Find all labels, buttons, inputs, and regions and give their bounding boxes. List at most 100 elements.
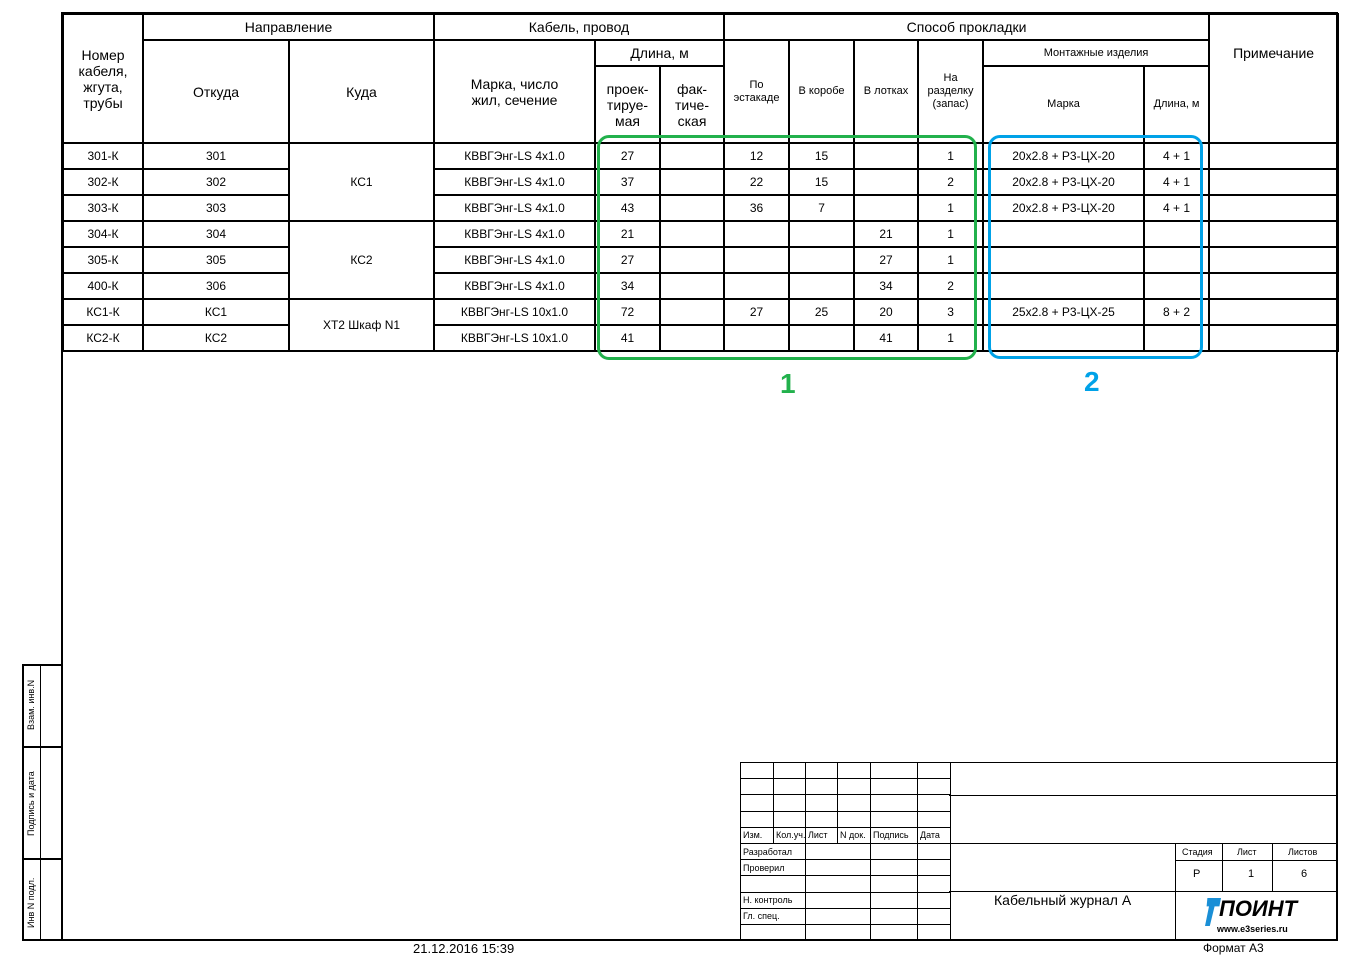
cell-actual	[658, 168, 726, 196]
cell-box: 15	[788, 142, 856, 170]
cell-from: 305	[142, 246, 290, 274]
format-label: Формат А3	[1203, 941, 1264, 955]
cell-m-brand: 20x2.8 + Р3-ЦХ-20	[982, 194, 1146, 222]
tb-sheets: 6	[1301, 868, 1308, 880]
cell-m-len	[1143, 246, 1211, 274]
col-laying: Способ прокладки	[723, 13, 1211, 41]
col-design-length: проек- тируе- мая	[594, 65, 661, 144]
cell-m-brand	[982, 246, 1146, 274]
cell-trays: 41	[853, 324, 920, 352]
table-row: 301-К 301 КС1 КВВГЭнг-LS 4x1.0 27 12 15 1 20x2.8…	[62, 142, 1340, 222]
cell-brand: КВВГЭнг-LS 4x1.0	[433, 220, 596, 248]
highlight-label-2: 2	[1084, 366, 1100, 397]
tb-date: Дата	[917, 826, 951, 844]
tb-stage: Р	[1193, 868, 1201, 880]
drawing-frame	[61, 12, 1338, 941]
cell-trestle: 27	[723, 298, 791, 326]
cell-trays	[853, 142, 920, 170]
cell-brand: КВВГЭнг-LS 10x1.0	[433, 324, 596, 352]
table-row: 304-К 304 КС2 КВВГЭнг-LS 4x1.0 21 21 1	[62, 220, 1340, 300]
cell-from: 301	[142, 142, 290, 170]
cell-box	[788, 246, 856, 274]
table-row: КС2-К КС2 КВВГЭнг-LS 10x1.0 41 41 1	[62, 324, 1340, 352]
cell-actual	[658, 272, 726, 300]
cell-box: 7	[788, 194, 856, 222]
cell-note	[1208, 168, 1340, 196]
tb-list: Лист	[805, 826, 838, 844]
cell-actual	[658, 194, 726, 222]
cell-design: 72	[594, 298, 661, 326]
cell-trestle	[723, 324, 791, 352]
revision-grid: Изм. Кол.уч. Лист N док. Подпись Дата Разрабо…	[740, 761, 951, 942]
side-label-replace: Взам. инв.N	[26, 679, 36, 730]
tb-sheet-header: Лист	[1237, 847, 1257, 857]
cell-m-len	[1143, 272, 1211, 300]
cell-note	[1208, 194, 1340, 222]
cell-to: КС2	[288, 220, 435, 300]
table-row: 305-К 305 КВВГЭнг-LS 4x1.0 27 27 1	[62, 246, 1340, 274]
cell-m-len: 8 + 2	[1143, 298, 1211, 326]
cell-note	[1208, 272, 1340, 300]
tb-sheet: 1	[1248, 868, 1255, 880]
cell-no: 305-К	[62, 246, 144, 274]
cell-from: 304	[142, 220, 290, 248]
cell-trays: 34	[853, 272, 920, 300]
cell-trestle: 36	[723, 194, 791, 222]
tb-sign: Подпись	[870, 826, 918, 844]
cell-trestle	[723, 272, 791, 300]
table-row: 302-К 302 КВВГЭнг-LS 4x1.0 37 22 15 2 20x2.8 + …	[62, 168, 1340, 196]
cell-design: 27	[594, 246, 661, 274]
cell-to: ХТ2 Шкаф N1	[288, 298, 435, 352]
document-title: Кабельный журнал А	[994, 892, 1132, 908]
cell-no: КС2-К	[62, 324, 144, 352]
cell-note	[1208, 324, 1340, 352]
col-from: Откуда	[142, 39, 290, 144]
col-trays: В лотках	[853, 39, 920, 144]
cell-trestle	[723, 220, 791, 248]
cell-design: 41	[594, 324, 661, 352]
cell-cut: 1	[917, 246, 985, 274]
cell-no: 400-К	[62, 272, 144, 300]
cell-m-brand	[982, 272, 1146, 300]
side-strip	[22, 664, 63, 941]
cell-from: КС2	[142, 324, 290, 352]
cell-box: 25	[788, 298, 856, 326]
col-cutting: На разделку (запас)	[917, 39, 985, 144]
cell-brand: КВВГЭнг-LS 4x1.0	[433, 194, 596, 222]
cell-actual	[658, 324, 726, 352]
cell-m-len: 4 + 1	[1143, 168, 1211, 196]
cell-note	[1208, 142, 1340, 170]
side-label-inventory: Инв N подл.	[26, 877, 36, 928]
cell-actual	[658, 220, 726, 248]
cell-design: 37	[594, 168, 661, 196]
cell-box	[788, 324, 856, 352]
tb-sheets-header: Листов	[1288, 847, 1318, 857]
cell-brand: КВВГЭнг-LS 10x1.0	[433, 298, 596, 326]
cell-note	[1208, 246, 1340, 274]
cell-actual	[658, 246, 726, 274]
cell-trestle: 22	[723, 168, 791, 196]
cell-cut: 2	[917, 168, 985, 196]
logo-site: www.e3series.ru	[1217, 924, 1288, 934]
cell-from: 303	[142, 194, 290, 222]
cell-m-len	[1143, 220, 1211, 248]
cell-no: КС1-К	[62, 298, 144, 326]
col-cable-no: Номер кабеля, жгута, трубы	[62, 13, 144, 144]
cell-trestle	[723, 246, 791, 274]
cell-design: 43	[594, 194, 661, 222]
cell-box	[788, 272, 856, 300]
cell-no: 303-К	[62, 194, 144, 222]
highlight-box-1	[597, 135, 977, 360]
tb-ndoc: N док.	[837, 826, 871, 844]
cell-from: 302	[142, 168, 290, 196]
col-to: Куда	[288, 39, 435, 144]
cell-actual	[658, 298, 726, 326]
table-row: 303-К 303 КВВГЭнг-LS 4x1.0 43 36 7 1 20x2.8 + Р…	[62, 194, 1340, 222]
table-row: 400-К 306 КВВГЭнг-LS 4x1.0 34 34 2	[62, 272, 1340, 300]
table-row: КС1-К КС1 ХТ2 Шкаф N1 КВВГЭнг-LS 10x1.0 72 27…	[62, 298, 1340, 352]
cell-no: 301-К	[62, 142, 144, 170]
cell-m-brand: 20x2.8 + Р3-ЦХ-20	[982, 168, 1146, 196]
cell-design: 21	[594, 220, 661, 248]
cell-brand: КВВГЭнг-LS 4x1.0	[433, 246, 596, 274]
print-timestamp: 21.12.2016 15:39	[413, 941, 515, 956]
